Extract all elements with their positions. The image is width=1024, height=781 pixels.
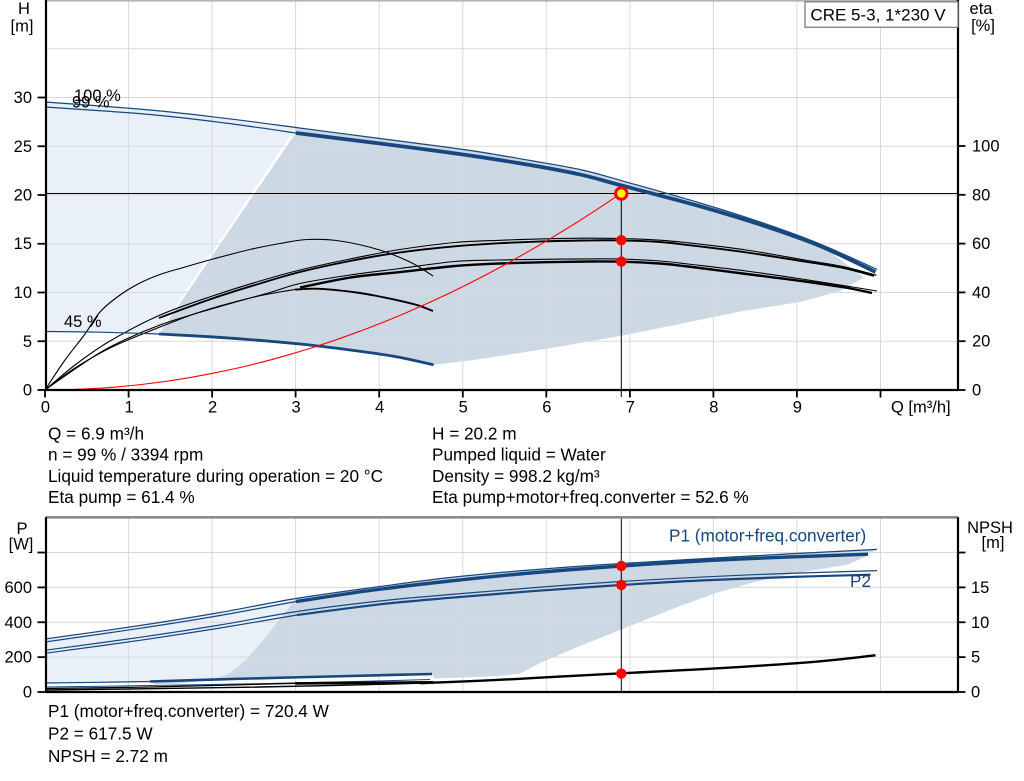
svg-text:Density = 998.2 kg/m³: Density = 998.2 kg/m³ (432, 466, 600, 486)
svg-text:Eta pump+motor+freq.converter: Eta pump+motor+freq.converter = 52.6 % (432, 487, 749, 507)
svg-text:CRE 5-3, 1*230 V: CRE 5-3, 1*230 V (810, 6, 946, 25)
svg-text:8: 8 (709, 399, 718, 417)
svg-text:Q = 6.9 m³/h: Q = 6.9 m³/h (48, 424, 144, 444)
svg-text:P: P (16, 520, 27, 538)
svg-text:P1 (motor+freq.converter) = 72: P1 (motor+freq.converter) = 720.4 W (48, 701, 330, 721)
svg-text:Q [m³/h]: Q [m³/h] (891, 399, 951, 417)
svg-text:[%]: [%] (971, 17, 995, 35)
svg-text:80: 80 (972, 186, 990, 204)
svg-text:NPSH = 2.72 m: NPSH = 2.72 m (48, 746, 168, 766)
svg-text:Liquid temperature during oper: Liquid temperature during operation = 20… (48, 466, 383, 486)
svg-text:[W]: [W] (9, 536, 34, 554)
svg-text:100: 100 (972, 138, 1000, 156)
svg-text:10: 10 (14, 284, 32, 302)
svg-text:15: 15 (14, 235, 32, 253)
svg-text:P2: P2 (850, 571, 871, 591)
svg-text:P1 (motor+freq.converter): P1 (motor+freq.converter) (669, 526, 866, 546)
svg-text:100 %: 100 % (74, 87, 121, 105)
svg-text:5: 5 (971, 649, 980, 667)
svg-text:25: 25 (14, 138, 32, 156)
svg-text:n = 99 % / 3394 rpm: n = 99 % / 3394 rpm (48, 445, 203, 465)
svg-text:H: H (18, 0, 30, 18)
svg-text:9: 9 (793, 399, 802, 417)
svg-text:99 %: 99 % (72, 94, 110, 112)
svg-text:5: 5 (459, 399, 468, 417)
svg-text:20: 20 (14, 187, 32, 205)
svg-text:H = 20.2 m: H = 20.2 m (432, 424, 517, 444)
svg-text:P2 = 617.5 W: P2 = 617.5 W (48, 723, 153, 743)
svg-text:0: 0 (971, 684, 980, 702)
svg-text:45 %: 45 % (64, 313, 102, 331)
svg-text:40: 40 (972, 284, 990, 302)
svg-text:0: 0 (23, 382, 32, 400)
svg-text:60: 60 (972, 235, 990, 253)
svg-text:10: 10 (971, 614, 989, 632)
svg-text:7: 7 (626, 399, 635, 417)
svg-text:20: 20 (972, 333, 990, 351)
svg-text:6: 6 (542, 399, 551, 417)
svg-text:3: 3 (292, 399, 301, 417)
svg-text:2: 2 (208, 399, 217, 417)
svg-text:200: 200 (4, 649, 32, 667)
svg-text:[m]: [m] (11, 18, 34, 36)
svg-text:30: 30 (14, 89, 32, 107)
svg-text:5: 5 (23, 333, 32, 351)
svg-text:0: 0 (23, 684, 32, 702)
svg-text:0: 0 (972, 382, 981, 400)
svg-text:600: 600 (4, 579, 32, 597)
svg-text:Pumped liquid = Water: Pumped liquid = Water (432, 445, 606, 465)
svg-text:Eta pump = 61.4 %: Eta pump = 61.4 % (48, 487, 195, 507)
svg-text:[m]: [m] (982, 534, 1005, 552)
svg-text:15: 15 (971, 579, 989, 597)
svg-text:1: 1 (125, 399, 134, 417)
svg-text:NPSH: NPSH (967, 519, 1013, 537)
svg-text:0: 0 (41, 399, 50, 417)
svg-text:400: 400 (4, 614, 32, 632)
svg-text:eta: eta (970, 0, 994, 18)
svg-text:4: 4 (375, 399, 384, 417)
